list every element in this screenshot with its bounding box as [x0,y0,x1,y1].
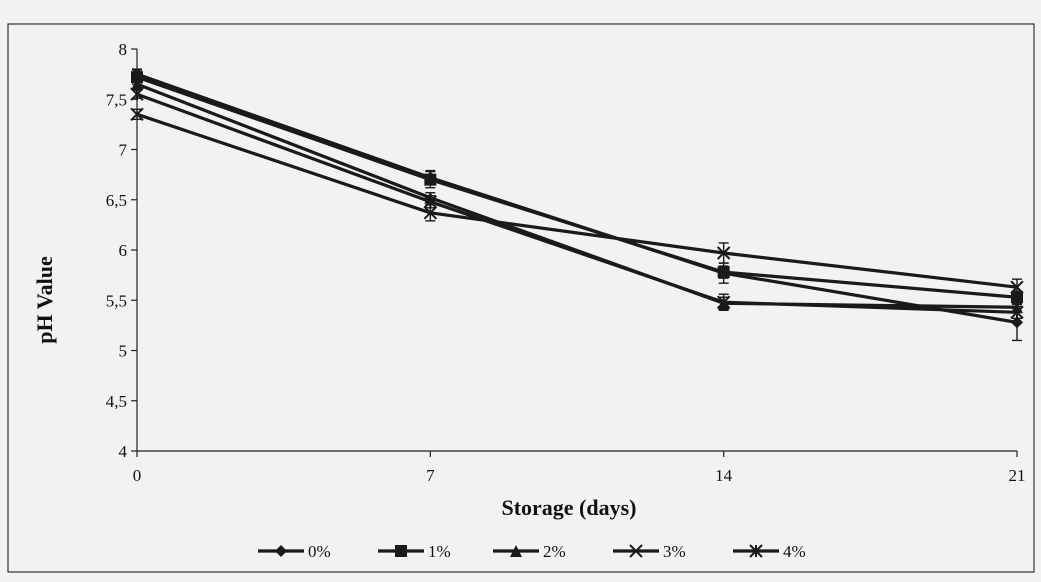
x-marker-stroke [130,107,144,122]
x-marker-stroke [629,544,643,558]
series-line [136,75,1018,299]
y-axis-title: pH Value [32,256,57,344]
series-line [136,112,1018,289]
data-point [1011,316,1023,329]
data-point [1010,280,1024,294]
series-line [136,82,1018,309]
y-tick-label: 4,5 [106,392,127,411]
legend-marker [510,545,522,557]
data-point [130,87,144,101]
series-4pct [130,87,1024,320]
data-point [423,206,438,220]
x-marker-stroke [1010,280,1024,294]
y-tick-label: 6,5 [106,191,127,210]
series-1pct [131,69,1023,304]
x-tick-label: 21 [1009,466,1026,485]
y-tick-label: 5 [119,342,128,361]
legend-item-3pct: 3% [613,542,686,561]
y-tick-label: 4 [119,442,128,461]
legend-item-1pct: 1% [378,542,451,561]
x-axis-title: Storage (days) [501,495,636,520]
y-tick-label: 6 [119,241,128,260]
series-layer [130,68,1024,342]
data-point [1011,291,1023,304]
y-tick-label: 5,5 [106,291,127,310]
y-tick-label: 7,5 [106,90,127,109]
data-point [717,266,730,279]
legend-marker [749,544,763,558]
data-point [131,78,143,91]
chart-frame [7,23,1035,573]
y-tick-label: 7 [119,141,128,160]
series-0pct [131,68,1023,342]
legend-label: 2% [543,542,566,561]
legend-label: 0% [308,542,331,561]
data-point [1010,305,1024,320]
y-tick-label: 8 [119,40,128,59]
data-point [131,71,143,84]
legend-item-0pct: 0% [258,542,331,561]
legend-marker [629,544,643,558]
data-point [716,246,731,260]
series-line [136,92,1018,314]
data-point [423,195,438,209]
x-tick-label: 14 [715,466,733,485]
data-point [424,173,437,186]
x-marker-stroke [716,246,731,260]
legend-label: 3% [663,542,686,561]
x-tick-label: 7 [426,466,435,485]
series-2pct [131,78,1023,314]
legend-item-2pct: 2% [493,542,566,561]
legend-item-4pct: 4% [733,542,806,561]
axes: 4 4,5 5 5,5 6 6,5 7 7,5 8 0 7 14 21 [106,40,1026,485]
x-marker-stroke [423,206,438,220]
data-point [130,107,144,122]
legend: 0% 1% 2% 3% 4% [258,542,806,561]
legend-marker [395,545,407,557]
series-3pct [130,107,1024,296]
legend-label: 1% [428,542,451,561]
legend-label: 4% [783,542,806,561]
legend-marker [275,545,287,557]
data-point [716,295,731,309]
x-tick-label: 0 [133,466,142,485]
